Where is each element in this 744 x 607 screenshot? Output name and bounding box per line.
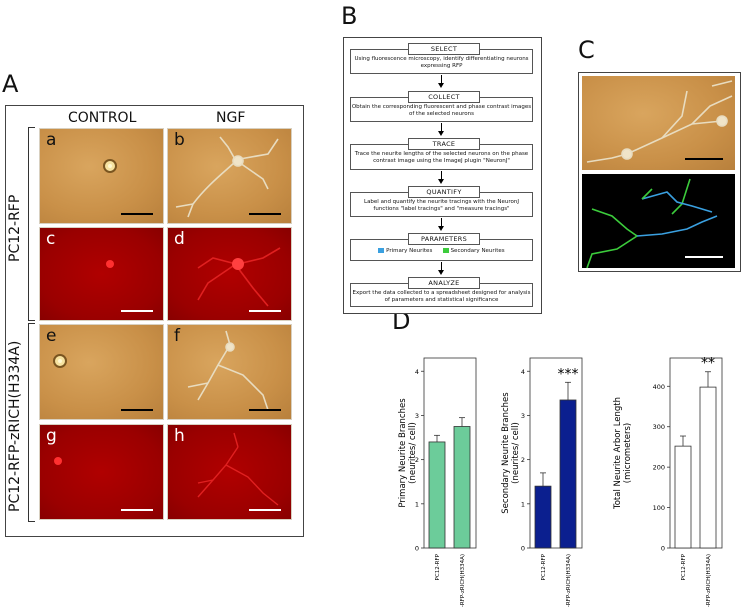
chart-0-bar-1: [453, 426, 471, 549]
chart-0-frame: [423, 357, 477, 549]
micrograph-c-phase: [582, 76, 735, 170]
micrograph-c: c: [39, 227, 164, 321]
chart-2-ytick-label: 400: [653, 383, 665, 391]
chart-2-significance: **: [701, 356, 715, 372]
subpanel-label-d: d: [174, 229, 185, 249]
subpanel-label-e: e: [46, 326, 57, 346]
chart-1-category-label-0: PC12-RFP: [541, 553, 547, 580]
panel-b-flowchart: Using fluorescence microscopy, identify …: [343, 37, 542, 314]
subpanel-label-b: b: [174, 130, 185, 150]
legend-label-secondary: Secondary Neurites: [450, 248, 505, 254]
scale-bar-g: [121, 509, 153, 511]
chart-0-ylabel: (neurites/ cell): [408, 422, 418, 484]
micrograph-h: h: [167, 424, 292, 520]
row-label-pc12-rfp: PC12-RFP: [7, 194, 23, 262]
chart-0-bar-0: [428, 441, 446, 549]
chart-2-frame: [669, 357, 723, 549]
chart-2-bar-1: [699, 386, 717, 549]
micrograph-a: a: [39, 128, 164, 224]
chart-0-ytick-label: 3: [415, 412, 419, 420]
chart-1-ytick-label: 3: [521, 412, 525, 420]
flow-step-collect-text: Obtain the corresponding fluorescent and…: [351, 104, 532, 117]
micrograph-g: g: [39, 424, 164, 520]
row-label-pc12-rfp-zrich: PC12-RFP-zRICH(H334A): [7, 340, 23, 512]
flow-step-analyze-text: Export the data collected to a spreadshe…: [352, 290, 531, 303]
chart-0-ytick-label: 4: [415, 368, 419, 376]
row-bracket-1: [28, 127, 35, 321]
panel-letter-a: A: [2, 70, 19, 98]
flow-step-collect-title: COLLECT: [408, 91, 480, 103]
scale-bar-c-phase: [685, 158, 723, 160]
chart-1-ylabel: Secondary Neurite Branches: [501, 392, 511, 514]
legend-swatch-secondary: [442, 248, 449, 253]
flow-step-select-title: SELECT: [408, 43, 480, 55]
column-header-control: CONTROL: [68, 110, 137, 126]
micrograph-d: d: [167, 227, 292, 321]
chart-2-category-label-1: PC12-RFP-zRICH(H334A): [706, 554, 712, 607]
chart-2-ytick-label: 200: [653, 464, 665, 472]
scale-bar-d: [249, 310, 281, 312]
chart-2-ylabel: (micrometers): [623, 423, 633, 483]
chart-1-ytick-label: 4: [521, 368, 525, 376]
chart-0-ytick-label: 1: [415, 500, 419, 508]
flow-step-trace-text: Trace the neurite lengths of the selecte…: [354, 151, 529, 164]
panel-letter-b: B: [341, 2, 358, 30]
scale-bar-e: [121, 409, 153, 411]
scale-bar-a: [121, 213, 153, 215]
micrograph-e: e: [39, 324, 164, 420]
panel-a-frame: [5, 105, 304, 537]
panel-letter-d: D: [392, 307, 411, 335]
flow-step-parameters-title: PARAMETERS: [408, 233, 480, 245]
chart-0-category-label-1: PC12-RFP-zRICH(H334A): [460, 554, 466, 607]
chart-1-ytick-label: 0: [521, 545, 525, 553]
chart-0-category-label-0: PC12-RFP: [435, 553, 441, 580]
panel-c-frame: [578, 72, 741, 272]
chart-1-ytick-label: 1: [521, 500, 525, 508]
chart-0-ylabel: Primary Neurite Branches: [398, 398, 408, 508]
legend-swatch-primary: [378, 248, 385, 253]
subpanel-label-c: c: [46, 229, 56, 249]
flow-step-select-text: Using fluorescence microscopy, identify …: [354, 56, 529, 69]
chart-1-bar-0: [534, 485, 552, 549]
tracing-c: [582, 174, 735, 268]
subpanel-label-g: g: [46, 426, 57, 446]
chart-1-category-label-1: PC12-RFP-zRICH(H334A): [566, 554, 572, 607]
scale-bar-h: [249, 509, 281, 511]
micrograph-b: b: [167, 128, 292, 224]
flow-step-trace-title: TRACE: [408, 138, 480, 150]
chart-2-category-label-0: PC12-RFP: [681, 553, 687, 580]
chart-0-ytick-label: 0: [415, 545, 419, 553]
subpanel-label-a: a: [46, 130, 57, 150]
scale-bar-c: [121, 310, 153, 312]
micrograph-f: f: [167, 324, 292, 420]
flow-step-analyze-title: ANALYZE: [408, 277, 480, 289]
chart-1-significance: ***: [558, 366, 579, 382]
chart-2-ytick-label: 100: [653, 504, 665, 512]
chart-2-ylabel: Total Neurite Arbor Length: [613, 397, 623, 510]
scale-bar-f: [249, 409, 281, 411]
chart-2-bar-0: [674, 445, 692, 549]
chart-2-ytick-label: 300: [653, 423, 665, 431]
chart-1-ytick-label: 2: [521, 456, 525, 464]
flow-step-quantify-text: Label and quantify the neurite tracings …: [364, 199, 519, 212]
chart-0-ytick-label: 2: [415, 456, 419, 464]
subpanel-label-h: h: [174, 426, 185, 446]
panel-letter-c: C: [578, 36, 595, 64]
legend-label-primary: Primary Neurites: [386, 248, 433, 254]
chart-1-ylabel: (neurites/ cell): [511, 422, 521, 484]
subpanel-label-f: f: [174, 326, 180, 346]
flow-step-quantify-title: QUANTIFY: [408, 186, 480, 198]
scale-bar-b: [249, 213, 281, 215]
row-bracket-2: [28, 323, 35, 522]
chart-1-frame: [529, 357, 583, 549]
chart-2-ytick-label: 0: [661, 545, 665, 553]
scale-bar-c-tracing: [685, 256, 723, 258]
chart-1-bar-1: [559, 399, 577, 549]
column-header-ngf: NGF: [216, 110, 246, 126]
